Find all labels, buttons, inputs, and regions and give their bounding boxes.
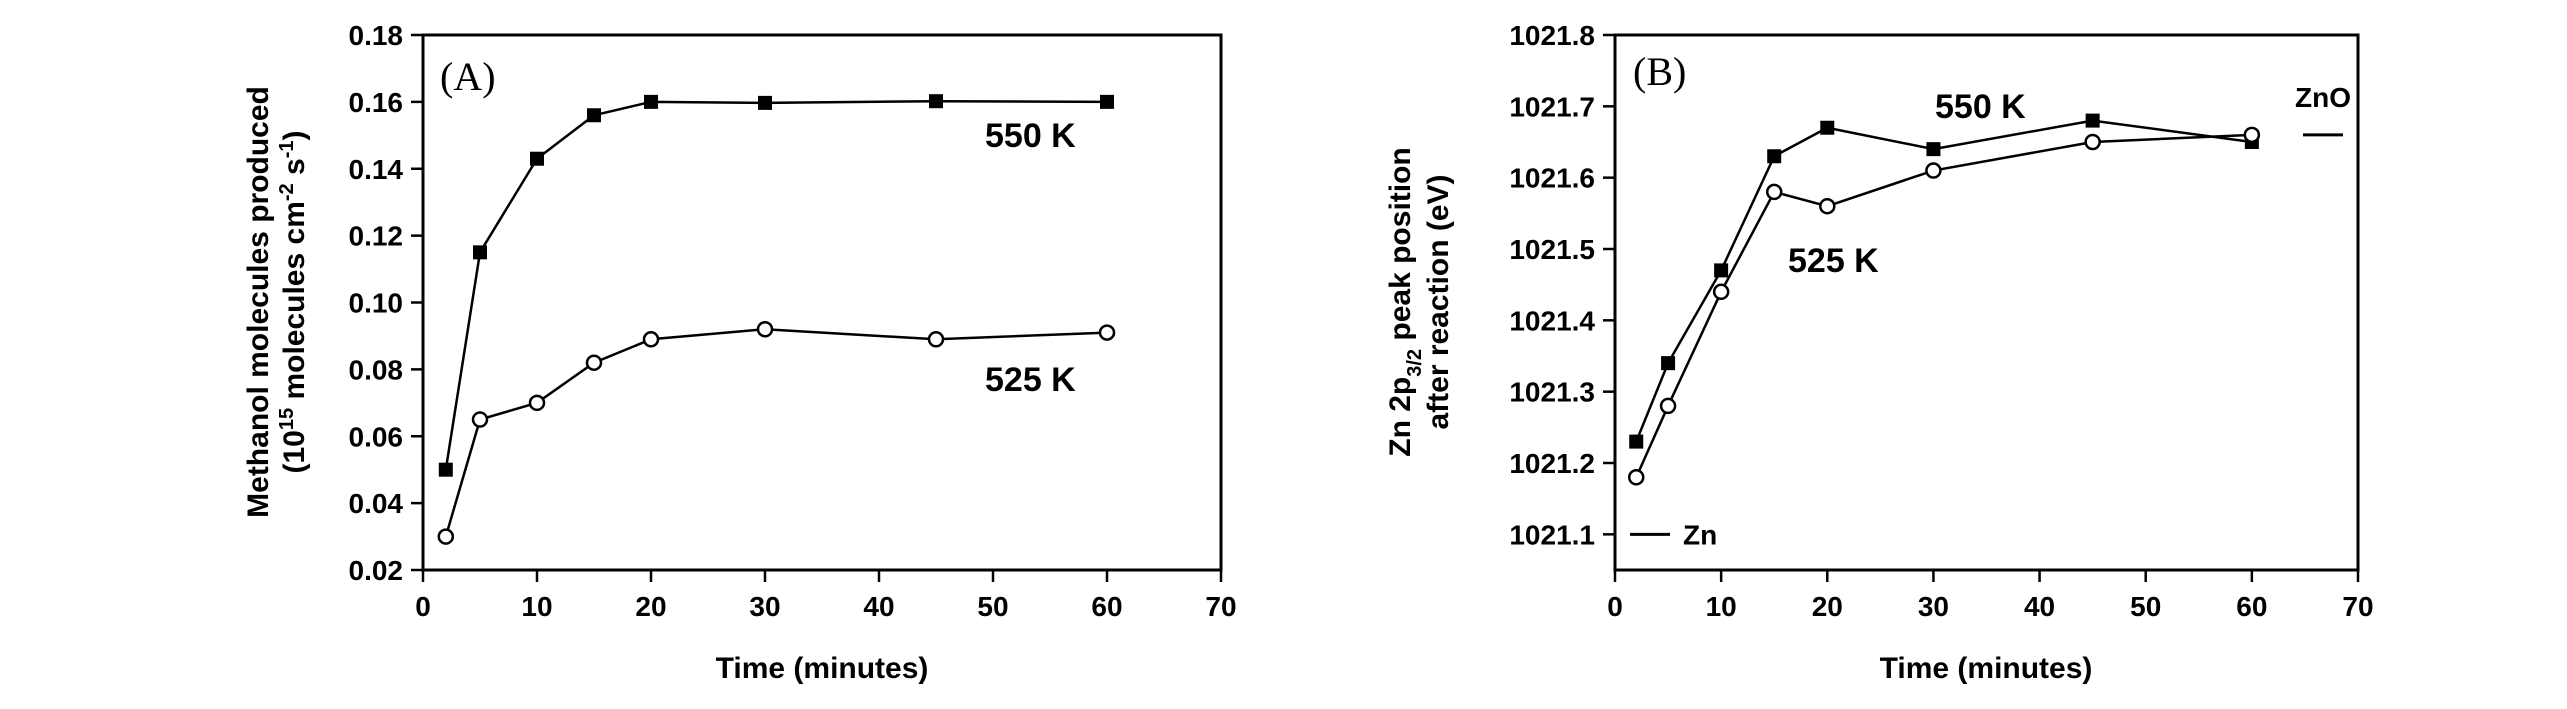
panel-a-x-tick-label: 10 — [521, 591, 552, 622]
panel-b-reference-label-zno: ZnO — [2295, 82, 2351, 113]
panel-b-point-550k — [1767, 149, 1782, 164]
panel-a-label: (A) — [440, 54, 496, 99]
panel-a-point-525k — [437, 528, 455, 545]
panel-a-point-525k — [585, 354, 603, 371]
panel-b-point-550k — [2085, 113, 2100, 128]
panel-a-series-label-525k: 525 K — [985, 361, 1076, 399]
panel-b-y-tick-label: 1021.2 — [1509, 448, 1595, 479]
panel-a-point-525k — [756, 321, 774, 338]
panel-b: (B) Time (minutes) Zn 2p3/2 peak positio… — [1384, 20, 2374, 685]
panel-a-series-label-550k: 550 K — [985, 117, 1076, 155]
panel-b-x-tick-label: 20 — [1812, 591, 1843, 622]
panel-a-y-tick-label: 0.04 — [349, 488, 404, 519]
panel-b-plot-frame — [1613, 33, 2360, 572]
panel-b-ticks: 0 10 20 30 40 50 60 70 1021.1 1021.2 1021.3 1021.4 1… — [1509, 20, 2373, 622]
panel-b-point-550k — [1820, 120, 1835, 135]
panel-b-x-tick-label: 50 — [2130, 591, 2161, 622]
panel-b-x-tick-label: 60 — [2236, 591, 2267, 622]
panel-a-y-tick-label: 0.06 — [349, 421, 404, 452]
panel-a-y-axis-title-line2: (1015 molecules cm-2 s-1) — [276, 131, 311, 474]
panel-a-y-tick-label: 0.16 — [349, 87, 404, 118]
panel-b-point-525k — [1819, 197, 1836, 215]
panel-b-point-525k — [1925, 162, 1942, 179]
panel-b-y-tick-label: 1021.6 — [1509, 163, 1595, 194]
panel-b-point-550k — [1661, 356, 1676, 371]
panel-b-y-tick-label: 1021.1 — [1509, 519, 1595, 550]
panel-a-point-525k — [642, 331, 660, 348]
panel-b-series-line-550k — [1635, 119, 2253, 443]
panel-b-point-525k — [2084, 133, 2101, 151]
panel-b-series-label-525k: 525 K — [1788, 242, 1879, 280]
panel-a-point-550k — [438, 462, 453, 477]
panel-b-y-tick-label: 1021.5 — [1509, 234, 1595, 265]
panel-a-point-550k — [758, 95, 772, 110]
panel-a-point-525k — [1098, 324, 1116, 341]
panel-a-x-tick-label: 0 — [415, 591, 431, 622]
panel-b-point-525k — [1627, 469, 1645, 486]
panel-a-x-tick-label: 40 — [863, 591, 894, 622]
panel-a-x-tick-label: 20 — [635, 591, 666, 622]
panel-a-y-axis-title: Methanol molecules produced (1015 molecu… — [242, 86, 311, 518]
panel-a-x-tick-label: 60 — [1091, 591, 1122, 622]
panel-b-x-tick-label: 70 — [2342, 591, 2373, 622]
panel-a-ticks: 0 10 20 30 40 50 60 70 0.02 0.04 0.06 0.08 0.10 0.12 0… — [349, 20, 1237, 622]
panel-b-series-line-525k — [1635, 133, 2252, 478]
panel-b-series-label-550k: 550 K — [1935, 88, 2026, 126]
panel-a-point-550k — [587, 108, 601, 123]
panel-a-series-line-550k — [444, 99, 1108, 470]
panel-a: (A) Time (minutes) Methanol molecules pr… — [242, 20, 1237, 685]
panel-b-label: (B) — [1633, 49, 1686, 94]
panel-a-y-tick-label: 0.02 — [349, 555, 404, 586]
panel-a-y-axis-title-line1: Methanol molecules produced — [242, 86, 275, 518]
panel-a-point-550k — [929, 94, 943, 109]
panel-b-point-525k — [2243, 126, 2261, 144]
panel-a-series-line-525k — [444, 327, 1108, 537]
panel-b-series — [1627, 113, 2261, 486]
panel-a-point-525k — [471, 411, 489, 428]
panel-b-point-525k — [1712, 283, 1730, 301]
panel-a-y-tick-label: 0.08 — [349, 354, 404, 385]
panel-a-point-525k — [927, 331, 945, 348]
panel-a-point-550k — [644, 94, 658, 109]
panel-b-x-tick-label: 0 — [1607, 591, 1623, 622]
panel-a-series — [437, 94, 1116, 545]
panel-a-plot-frame — [421, 33, 1223, 572]
panel-b-y-tick-label: 1021.7 — [1509, 91, 1595, 122]
panel-b-point-525k — [1765, 183, 1783, 201]
panel-b-reference-label-zn: Zn — [1683, 519, 1717, 550]
panel-a-y-tick-label: 0.14 — [349, 154, 404, 185]
panel-b-point-550k — [1629, 434, 1644, 449]
panel-b-point-525k — [1659, 397, 1677, 415]
panel-a-x-tick-label: 50 — [977, 591, 1008, 622]
panel-a-y-tick-label: 0.18 — [349, 20, 404, 51]
panel-a-y-tick-label: 0.10 — [349, 288, 404, 319]
panel-a-point-550k — [473, 245, 487, 260]
panel-b-point-550k — [1926, 142, 1941, 157]
panel-b-y-axis-title-line2: after reaction (eV) — [1422, 174, 1455, 429]
panel-a-point-550k — [1100, 94, 1114, 109]
panel-b-y-tick-label: 1021.3 — [1509, 377, 1595, 408]
panel-b-x-axis-title: Time (minutes) — [1880, 652, 2093, 685]
panel-a-x-axis-title: Time (minutes) — [716, 652, 929, 685]
panel-b-y-axis-title-line1: Zn 2p3/2 peak position — [1384, 147, 1426, 457]
panel-b-x-tick-label: 10 — [1706, 591, 1737, 622]
panel-a-x-tick-label: 70 — [1205, 591, 1236, 622]
panel-b-y-tick-label: 1021.4 — [1509, 305, 1595, 336]
panel-a-x-tick-label: 30 — [749, 591, 780, 622]
panel-a-y-tick-label: 0.12 — [349, 221, 404, 252]
panel-b-point-550k — [1714, 263, 1729, 278]
panel-b-y-axis-title: Zn 2p3/2 peak position after reaction (e… — [1384, 147, 1455, 457]
panel-b-x-tick-label: 40 — [2024, 591, 2055, 622]
panel-a-point-525k — [528, 394, 546, 412]
panel-b-x-tick-label: 30 — [1918, 591, 1949, 622]
panel-a-point-550k — [530, 151, 544, 166]
panel-b-references: Zn ZnO — [1630, 82, 2351, 550]
panel-b-y-tick-label: 1021.8 — [1509, 20, 1595, 51]
